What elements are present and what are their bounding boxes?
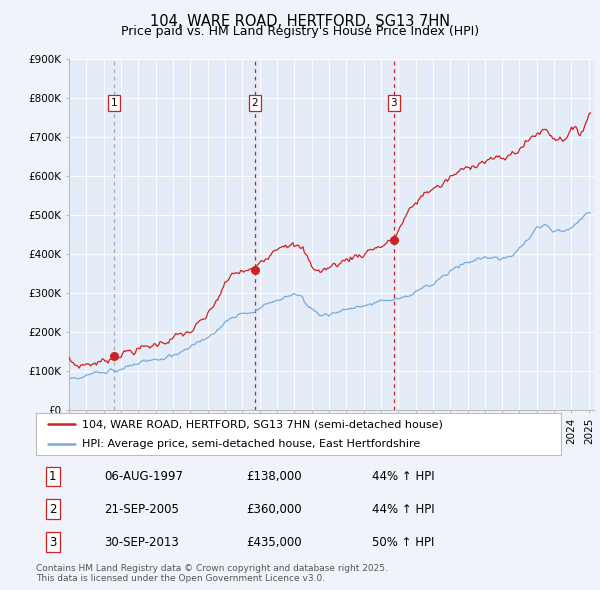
- Text: 30-SEP-2013: 30-SEP-2013: [104, 536, 179, 549]
- Text: 44% ↑ HPI: 44% ↑ HPI: [372, 470, 434, 483]
- Text: £138,000: £138,000: [246, 470, 302, 483]
- Text: £435,000: £435,000: [246, 536, 302, 549]
- Text: 21-SEP-2005: 21-SEP-2005: [104, 503, 179, 516]
- Text: £360,000: £360,000: [246, 503, 302, 516]
- Text: Price paid vs. HM Land Registry's House Price Index (HPI): Price paid vs. HM Land Registry's House …: [121, 25, 479, 38]
- Text: 50% ↑ HPI: 50% ↑ HPI: [372, 536, 434, 549]
- Text: 3: 3: [49, 536, 56, 549]
- Text: HPI: Average price, semi-detached house, East Hertfordshire: HPI: Average price, semi-detached house,…: [82, 439, 421, 449]
- Text: 104, WARE ROAD, HERTFORD, SG13 7HN: 104, WARE ROAD, HERTFORD, SG13 7HN: [150, 14, 450, 29]
- Text: 104, WARE ROAD, HERTFORD, SG13 7HN (semi-detached house): 104, WARE ROAD, HERTFORD, SG13 7HN (semi…: [82, 419, 443, 430]
- Text: 06-AUG-1997: 06-AUG-1997: [104, 470, 183, 483]
- Text: 1: 1: [110, 98, 117, 108]
- Text: 2: 2: [49, 503, 56, 516]
- Text: 3: 3: [391, 98, 397, 108]
- Text: 2: 2: [251, 98, 258, 108]
- Text: 1: 1: [49, 470, 56, 483]
- Text: 44% ↑ HPI: 44% ↑ HPI: [372, 503, 434, 516]
- Text: Contains HM Land Registry data © Crown copyright and database right 2025.
This d: Contains HM Land Registry data © Crown c…: [36, 564, 388, 584]
